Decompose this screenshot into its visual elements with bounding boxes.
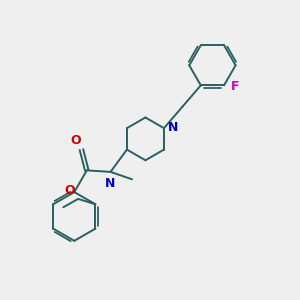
Text: O: O <box>71 134 81 147</box>
Text: N: N <box>104 177 115 190</box>
Text: O: O <box>64 184 75 197</box>
Text: N: N <box>168 121 178 134</box>
Text: F: F <box>230 80 239 93</box>
